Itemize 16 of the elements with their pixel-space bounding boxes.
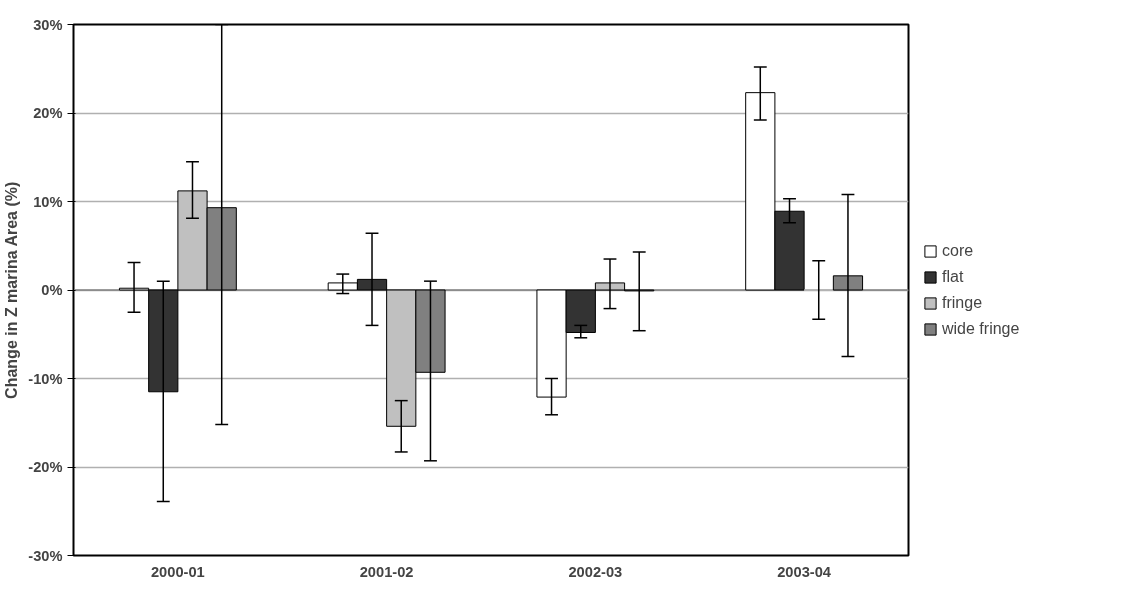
legend-label: core <box>942 241 974 260</box>
legend-label: fringe <box>942 293 983 312</box>
legend-label: wide fringe <box>942 319 1020 338</box>
x-tick-label: 2002-03 <box>568 563 623 580</box>
y-tick-label: -10% <box>28 370 63 387</box>
y-tick-label: 20% <box>33 105 63 121</box>
x-tick-label: 2000-01 <box>150 563 205 580</box>
y-axis-title: Change in Z marina Area (%) <box>3 181 21 399</box>
y-tick-label: 0% <box>41 282 63 298</box>
x-tick-label: 2001-02 <box>359 563 414 580</box>
legend-label: flat <box>942 267 964 286</box>
y-tick-label: 10% <box>33 193 63 210</box>
x-tick-label: 2003-04 <box>777 563 832 580</box>
y-tick-label: -20% <box>28 459 63 475</box>
y-tick-label: -30% <box>28 547 63 564</box>
y-tick-label: 30% <box>33 16 63 33</box>
